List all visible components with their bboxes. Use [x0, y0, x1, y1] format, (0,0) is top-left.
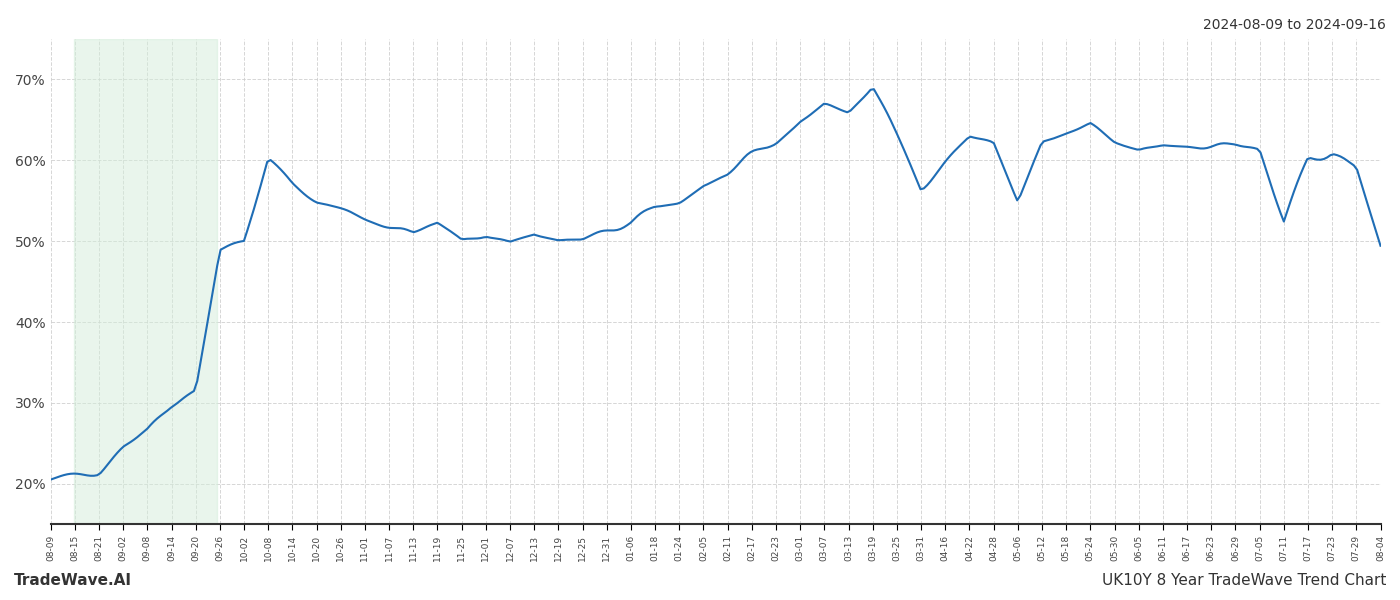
Text: TradeWave.AI: TradeWave.AI — [14, 573, 132, 588]
Bar — [74, 39, 217, 524]
Text: UK10Y 8 Year TradeWave Trend Chart: UK10Y 8 Year TradeWave Trend Chart — [1102, 573, 1386, 588]
Text: 2024-08-09 to 2024-09-16: 2024-08-09 to 2024-09-16 — [1203, 18, 1386, 32]
